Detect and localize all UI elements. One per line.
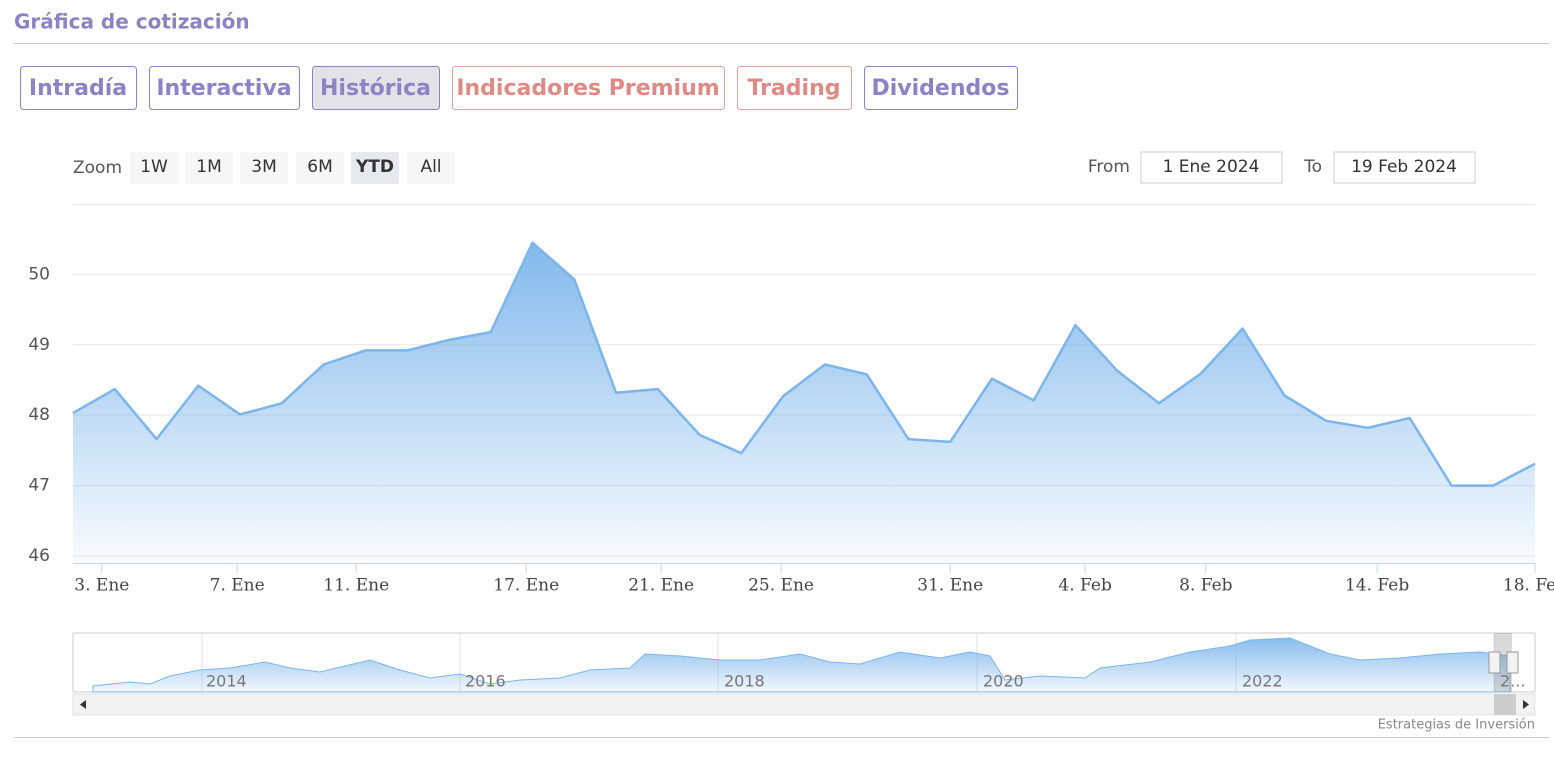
navigator-label: 2016 xyxy=(465,672,506,691)
x-tick-label: 25. Ene xyxy=(748,576,814,596)
zoom-button[interactable] xyxy=(407,152,455,184)
x-tick-label: 4. Feb xyxy=(1058,576,1112,596)
tab-label: Dividendos xyxy=(872,76,1010,101)
to-input[interactable] xyxy=(1333,151,1476,184)
to-label: To xyxy=(1303,157,1322,177)
scroll-left[interactable] xyxy=(80,700,86,709)
zoom-button-label: 6M xyxy=(307,157,332,177)
navigator-label: 2014 xyxy=(206,672,247,691)
navigator-series xyxy=(92,637,1511,693)
tab[interactable] xyxy=(452,66,725,110)
tab-label: Histórica xyxy=(320,76,431,101)
scroll-right[interactable] xyxy=(1523,700,1529,709)
x-tick-label: 17. Ene xyxy=(493,576,559,596)
area xyxy=(73,242,1535,563)
tab[interactable] xyxy=(20,66,137,110)
y-tick-label: 47 xyxy=(28,476,50,496)
zoom-button-label: 1W xyxy=(140,157,168,177)
zoom-button[interactable] xyxy=(296,152,344,184)
zoom-button[interactable] xyxy=(240,152,288,184)
to-value: 19 Feb 2024 xyxy=(1351,157,1457,177)
x-tick-label: 21. Ene xyxy=(628,576,694,596)
navigator-mask xyxy=(1494,633,1512,692)
x-tick-label: 11. Ene xyxy=(323,576,389,596)
line xyxy=(72,241,1536,487)
y-tick-label: 46 xyxy=(28,546,50,566)
x-tick-label: 31. Ene xyxy=(917,576,983,596)
y-tick-label: 49 xyxy=(28,335,50,355)
x-tick-label: 14. Feb xyxy=(1345,576,1409,596)
navigator-label: 2... xyxy=(1500,672,1525,691)
scrollbar[interactable] xyxy=(72,693,1536,716)
tab[interactable] xyxy=(864,66,1018,110)
tab-label: Trading xyxy=(748,76,841,101)
navigator-handle[interactable] xyxy=(1506,651,1519,674)
x-tick-label: 8. Feb xyxy=(1179,576,1233,596)
navigator-handle[interactable] xyxy=(1488,651,1501,674)
x-tick-label: 18. Feb xyxy=(1503,576,1554,596)
scrollbar-thumb[interactable] xyxy=(1494,694,1516,715)
tab[interactable] xyxy=(737,66,852,110)
zoom-label: Zoom xyxy=(73,158,122,178)
zoom-button[interactable] xyxy=(185,152,233,184)
navigator-label: 2022 xyxy=(1242,672,1283,691)
zoom-button-label: YTD xyxy=(355,157,394,177)
navigator-label: 2018 xyxy=(724,672,765,691)
credit: Estrategias de Inversión xyxy=(1378,718,1535,733)
y-tick-label: 48 xyxy=(28,405,50,425)
tab-label: Indicadores Premium xyxy=(456,76,719,101)
zoom-button[interactable] xyxy=(130,152,178,184)
zoom-button-label: 1M xyxy=(196,157,221,177)
from-value: 1 Ene 2024 xyxy=(1163,157,1260,177)
x-tick-label: 3. Ene xyxy=(74,576,129,596)
y-tick-label: 50 xyxy=(28,264,50,284)
from-input[interactable] xyxy=(1140,151,1283,184)
tab[interactable] xyxy=(312,66,440,110)
zoom-button-label: All xyxy=(420,157,441,177)
zoom-button[interactable] xyxy=(351,152,399,184)
tab[interactable] xyxy=(149,66,300,110)
from-label: From xyxy=(1088,157,1130,177)
widget-title: Gráfica de cotización xyxy=(14,10,250,34)
tab-label: Interactiva xyxy=(156,76,291,101)
tab-label: Intradía xyxy=(29,76,127,101)
zoom-button-label: 3M xyxy=(251,157,276,177)
navigator-label: 2020 xyxy=(983,672,1024,691)
x-tick-label: 7. Ene xyxy=(210,576,265,596)
